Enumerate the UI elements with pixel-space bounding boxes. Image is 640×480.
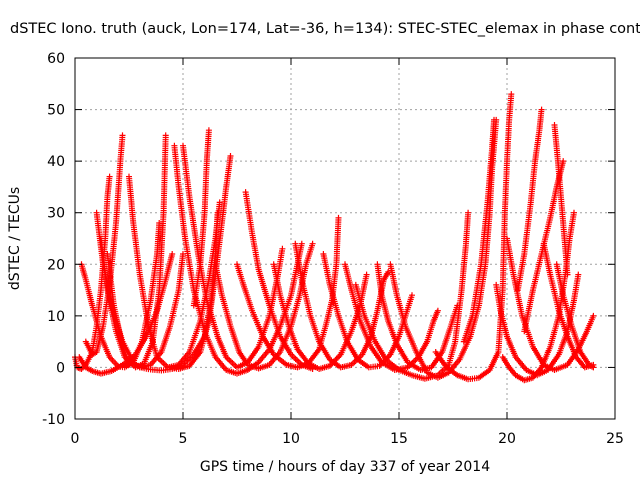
- series-16-markers: [242, 189, 316, 372]
- x-tick-label: 20: [498, 431, 516, 447]
- chart-title: dSTEC Iono. truth (auck, Lon=174, Lat=-3…: [10, 21, 640, 37]
- y-tick-label: 50: [47, 103, 65, 119]
- series-28: [504, 235, 597, 373]
- series-25: [460, 116, 497, 345]
- series-12: [164, 153, 234, 372]
- series-13: [190, 127, 212, 309]
- series-20-markers: [342, 261, 441, 373]
- y-tick-label: 20: [47, 257, 65, 273]
- series-24-markers: [432, 91, 515, 383]
- plot-frame: [74, 57, 616, 420]
- series-29-markers: [514, 106, 545, 294]
- series-31: [553, 261, 597, 371]
- series-12-markers: [164, 153, 234, 372]
- series-18: [292, 240, 392, 371]
- y-tick-label: 10: [47, 309, 65, 325]
- series-8-markers: [76, 251, 176, 377]
- y-tick-label: 40: [47, 154, 65, 170]
- series-6: [104, 251, 132, 368]
- y-axis-label: dSTEC / TECUs: [7, 187, 23, 290]
- x-tick-label: 15: [390, 431, 408, 447]
- series-31-markers: [553, 261, 597, 371]
- x-tick-label: 10: [282, 431, 300, 447]
- series-29: [514, 106, 545, 294]
- series-28-markers: [504, 235, 597, 373]
- series-22: [374, 261, 461, 373]
- series-33-markers: [521, 158, 567, 335]
- axis-ticks: 0 5 10 15 20 25 -10 0 10 20 30 40 50 60: [42, 51, 624, 447]
- series-33: [521, 158, 567, 335]
- x-tick-label: 5: [179, 431, 188, 447]
- y-tick-label: -10: [42, 412, 65, 428]
- series-18-markers: [292, 240, 392, 371]
- series-22-markers: [374, 261, 461, 373]
- series-24: [432, 91, 515, 383]
- series-6-markers: [104, 251, 132, 368]
- grid: [75, 58, 615, 419]
- series-8: [76, 251, 176, 377]
- y-tick-label: 0: [56, 360, 65, 376]
- x-tick-label: 25: [606, 431, 624, 447]
- series-16: [242, 189, 316, 372]
- data-series: [72, 91, 597, 384]
- series-13-markers: [190, 127, 212, 309]
- series-20: [342, 261, 441, 373]
- series-25-markers: [460, 116, 497, 345]
- x-tick-label: 0: [71, 431, 80, 447]
- y-tick-label: 30: [47, 206, 65, 222]
- y-tick-label: 60: [47, 51, 65, 67]
- x-axis-label: GPS time / hours of day 337 of year 2014: [200, 459, 490, 475]
